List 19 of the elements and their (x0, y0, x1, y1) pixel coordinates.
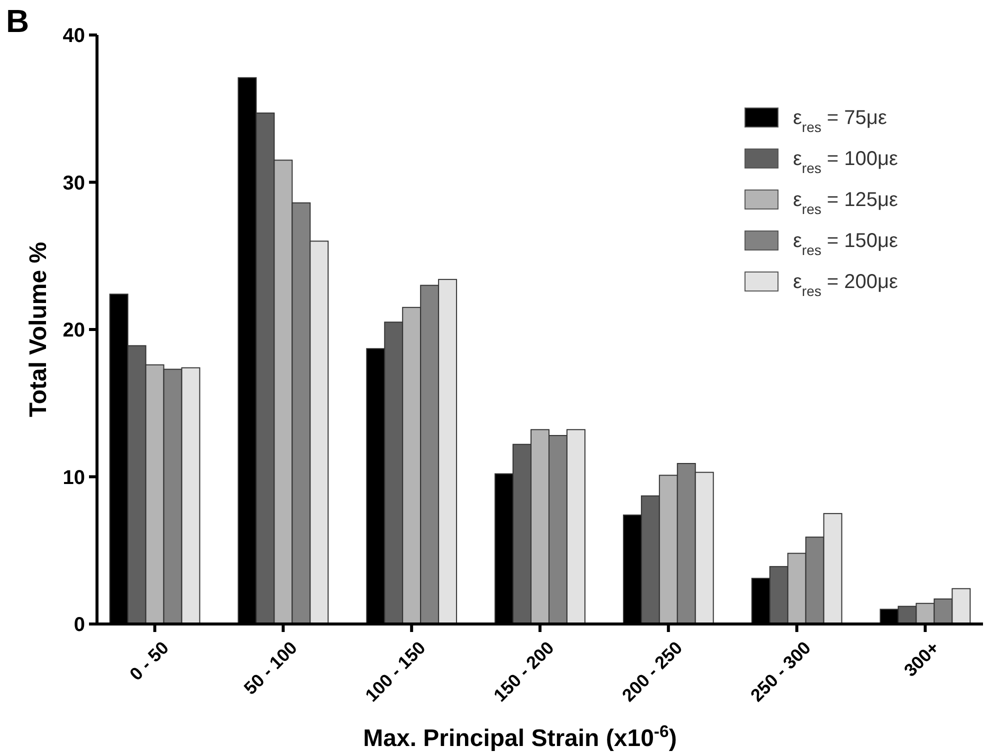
y-tick-label: 10 (62, 466, 85, 489)
legend-label: ε$_{res}$ = 75με (793, 107, 887, 135)
text: B (6, 3, 30, 39)
y-tick-label: 0 (74, 614, 85, 636)
x-tick-label: 200 - 250 (618, 638, 686, 706)
x-tick-label: 50 - 100 (240, 638, 301, 698)
legend-label: ε$_{res}$ = 200με (793, 271, 898, 299)
x-axis-title: Max. Principal Strain (x10$^{-6}$) (363, 722, 677, 752)
y-tick-label: 30 (62, 172, 85, 194)
x-tick-label: 150 - 200 (490, 638, 558, 706)
x-tick-label: 100 - 150 (361, 638, 430, 706)
legend-label: ε$_{res}$ = 150με (793, 230, 898, 258)
y-tick-label: 20 (62, 320, 85, 342)
legend-label: ε$_{res}$ = 125με (793, 189, 898, 217)
y-axis-title: Total Volume % (25, 242, 52, 418)
x-tick-label: 0 - 50 (126, 638, 173, 684)
legend-label: ε$_{res}$ = 100με (793, 148, 898, 176)
y-tick-label: 40 (62, 25, 85, 47)
x-tick-label: 250 - 300 (746, 638, 815, 706)
